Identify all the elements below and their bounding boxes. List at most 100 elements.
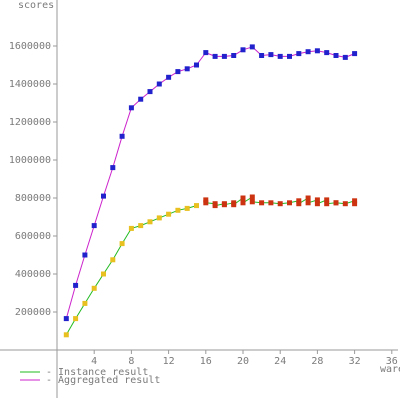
data-point — [314, 201, 320, 207]
data-point — [82, 300, 88, 306]
data-point — [175, 207, 181, 213]
y-tick-label: 600000 — [15, 231, 51, 242]
data-point — [73, 282, 79, 288]
data-point — [166, 74, 172, 80]
data-point — [314, 48, 320, 54]
data-point — [240, 47, 246, 53]
data-point — [63, 316, 69, 322]
data-point — [305, 195, 311, 201]
series-line — [65, 46, 355, 319]
data-point — [305, 200, 311, 206]
x-tick-label: 4 — [91, 356, 97, 367]
data-point — [82, 252, 88, 258]
data-point — [324, 201, 330, 207]
y-tick-label: 1200000 — [9, 117, 51, 128]
data-point — [333, 200, 339, 206]
y-tick-label: 800000 — [15, 193, 51, 204]
data-point — [203, 50, 209, 56]
data-point — [324, 197, 330, 203]
data-point — [194, 203, 199, 209]
data-point — [156, 81, 162, 87]
data-point — [240, 200, 246, 206]
data-point — [184, 66, 190, 72]
data-point — [221, 53, 227, 59]
data-point — [119, 133, 125, 139]
x-tick-label: 32 — [349, 356, 361, 367]
data-point — [277, 53, 283, 59]
data-point — [231, 53, 237, 58]
data-point — [73, 316, 79, 322]
series-instance-result — [203, 194, 358, 209]
data-point — [342, 54, 348, 60]
legend-label-aggregated: - Aggregated result — [46, 375, 160, 386]
legend: - Instance result - Aggregated result — [20, 367, 160, 386]
data-point — [314, 197, 320, 203]
legend-label-instance: - Instance result — [46, 367, 148, 378]
data-point — [277, 201, 283, 207]
data-point — [166, 211, 172, 217]
data-point — [221, 202, 227, 208]
data-point — [194, 62, 199, 68]
data-point — [184, 205, 190, 211]
x-tick-label: 12 — [163, 356, 175, 367]
y-tick-label: 1000000 — [9, 155, 51, 166]
data-point — [249, 44, 255, 50]
data-point — [175, 69, 181, 75]
data-point — [128, 105, 134, 111]
data-point — [268, 52, 274, 58]
series-layer — [63, 44, 358, 338]
data-point — [147, 89, 153, 95]
data-point — [287, 200, 292, 206]
data-point — [128, 225, 134, 231]
data-point — [342, 201, 348, 207]
data-point — [110, 165, 116, 171]
data-point — [110, 257, 116, 263]
x-tick-label: 24 — [274, 356, 286, 367]
data-point — [231, 202, 237, 208]
x-tick-label: 20 — [237, 356, 249, 367]
data-point — [352, 198, 358, 204]
data-point — [240, 195, 246, 201]
data-point — [287, 53, 292, 59]
x-axis-label: ware — [380, 364, 400, 375]
x-tick-label: 8 — [128, 356, 134, 367]
y-axis-label: scores — [18, 0, 54, 11]
data-point — [259, 53, 265, 58]
data-point — [147, 219, 153, 225]
data-point — [63, 332, 69, 338]
data-point — [296, 198, 302, 204]
y-tick-label: 200000 — [15, 307, 51, 318]
data-point — [352, 51, 358, 57]
x-tick-label: 36 — [386, 356, 398, 367]
data-point — [119, 241, 125, 247]
data-point — [101, 271, 106, 277]
data-point — [352, 201, 358, 207]
x-tick-label: 28 — [311, 356, 323, 367]
data-point — [138, 223, 144, 229]
y-tick-label: 1400000 — [9, 79, 51, 90]
data-point — [138, 96, 144, 102]
data-point — [296, 51, 302, 57]
data-point — [203, 200, 209, 206]
data-point — [249, 194, 255, 200]
series-aggregated-result — [63, 44, 358, 322]
x-tick-label: 16 — [200, 356, 212, 367]
data-point — [212, 203, 218, 209]
data-point — [268, 200, 274, 206]
data-point — [324, 50, 330, 56]
data-point — [333, 53, 339, 58]
series-line — [65, 205, 197, 336]
axis-ticks: 200000 400000 600000 800000 1000000 1200000 14… — [9, 41, 398, 367]
y-tick-label: 1600000 — [9, 41, 51, 52]
data-point — [156, 215, 162, 221]
data-point — [212, 53, 218, 59]
series-instance-result — [63, 203, 199, 338]
data-point — [203, 197, 209, 203]
data-point — [91, 285, 97, 291]
y-tick-label: 400000 — [15, 269, 51, 280]
data-point — [259, 200, 265, 206]
data-point — [91, 223, 97, 229]
data-point — [249, 199, 255, 205]
